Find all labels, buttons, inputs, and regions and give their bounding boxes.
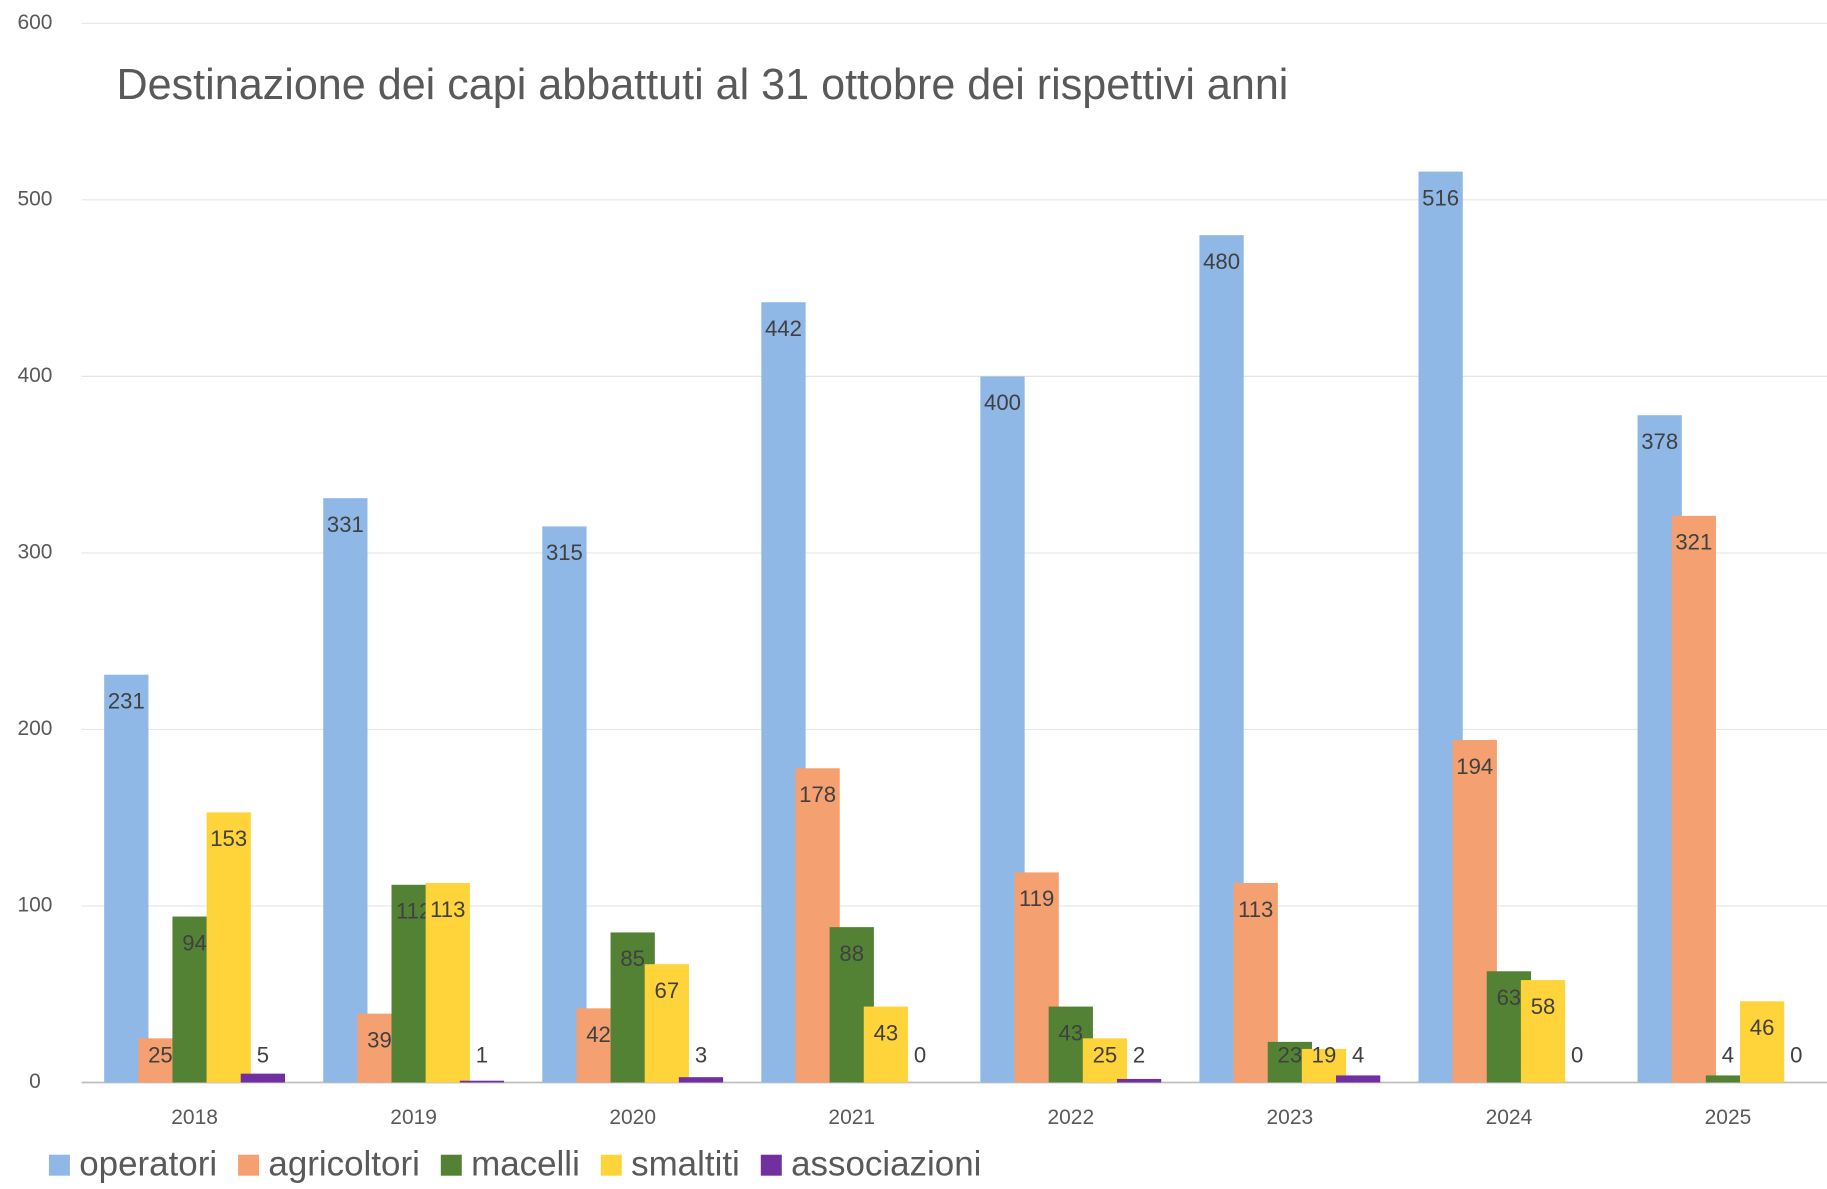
data-label: 25: [1093, 1043, 1118, 1068]
data-label: 516: [1422, 185, 1459, 210]
data-label: 0: [914, 1043, 926, 1068]
bar: [1705, 1075, 1751, 1083]
bar: [425, 883, 470, 1083]
data-label: 194: [1456, 754, 1493, 779]
bar: [1082, 1038, 1128, 1083]
x-tick-label: 2021: [828, 1106, 875, 1129]
data-label: 4: [1722, 1043, 1734, 1068]
data-label: 178: [799, 782, 836, 807]
legend-label: operatori: [79, 1145, 217, 1184]
data-label: 378: [1641, 429, 1678, 454]
x-tick-label: 2024: [1486, 1106, 1533, 1129]
data-label: 1: [476, 1043, 488, 1068]
legend-swatch: [600, 1154, 622, 1176]
data-label: 3: [695, 1043, 707, 1068]
data-label: 442: [765, 316, 802, 341]
x-tick-label: 2023: [1267, 1106, 1314, 1129]
data-label: 85: [620, 946, 645, 971]
data-label: 2: [1133, 1043, 1145, 1068]
y-tick-label: 0: [29, 1070, 41, 1093]
data-label: 58: [1531, 994, 1556, 1019]
data-label: 331: [327, 512, 364, 537]
legend-label: macelli: [471, 1145, 580, 1184]
bar: [1335, 1075, 1381, 1083]
data-label: 400: [984, 390, 1021, 415]
data-label: 63: [1497, 985, 1522, 1010]
legend-swatch: [238, 1154, 260, 1176]
bar: [240, 1073, 286, 1083]
bar: [459, 1080, 505, 1083]
data-label: 112: [396, 899, 431, 924]
bar: [323, 498, 368, 1083]
bar: [542, 526, 587, 1083]
bar: [644, 964, 689, 1083]
data-label: 25: [148, 1043, 173, 1068]
data-label: 119: [1019, 886, 1054, 911]
y-tick-label: 100: [17, 893, 52, 916]
data-label: 43: [1058, 1020, 1083, 1045]
bar: [104, 674, 149, 1083]
y-tick-label: 200: [17, 717, 52, 740]
bar: [1116, 1078, 1162, 1083]
bar: [678, 1077, 724, 1083]
data-label: 5: [257, 1043, 269, 1068]
data-label: 23: [1278, 1043, 1303, 1068]
data-label: 42: [586, 1022, 611, 1047]
legend-swatch: [48, 1154, 70, 1176]
data-label: 88: [839, 941, 864, 966]
data-label: 19: [1312, 1043, 1337, 1068]
y-tick-label: 300: [17, 540, 52, 563]
data-label: 43: [874, 1020, 899, 1045]
bar: [1671, 515, 1716, 1083]
bar: [1520, 980, 1566, 1083]
legend-label: agricoltori: [268, 1145, 419, 1184]
x-tick-label: 2018: [171, 1106, 218, 1129]
data-label: 0: [1571, 1043, 1583, 1068]
x-tick-label: 2022: [1047, 1106, 1094, 1129]
data-label: 480: [1203, 249, 1240, 274]
bar: [863, 1006, 909, 1083]
legend-swatch: [760, 1154, 782, 1176]
x-tick-label: 2025: [1705, 1106, 1752, 1129]
y-tick-label: 400: [17, 364, 52, 387]
data-label: 231: [108, 689, 145, 714]
x-tick-label: 2019: [390, 1106, 437, 1129]
legend-swatch: [440, 1154, 462, 1176]
y-tick-label: 500: [17, 187, 52, 210]
legend-label: smaltiti: [631, 1145, 740, 1184]
data-label: 153: [210, 826, 247, 851]
bar: [1739, 1001, 1785, 1083]
x-tick-label: 2020: [609, 1106, 656, 1129]
bar: [206, 812, 251, 1083]
legend-label: associazioni: [791, 1145, 981, 1184]
data-label: 94: [182, 930, 207, 955]
data-label: 0: [1790, 1043, 1802, 1068]
data-label: 46: [1750, 1015, 1775, 1040]
data-label: 321: [1675, 530, 1712, 555]
y-tick-label: 600: [17, 11, 52, 34]
data-label: 39: [367, 1027, 392, 1052]
data-label: 113: [1238, 897, 1273, 922]
data-label: 4: [1352, 1043, 1364, 1068]
data-label: 315: [546, 540, 583, 565]
data-label: 67: [655, 978, 680, 1003]
data-label: 113: [430, 897, 465, 922]
chart-title: Destinazione dei capi abbattuti al 31 ot…: [117, 61, 1289, 109]
